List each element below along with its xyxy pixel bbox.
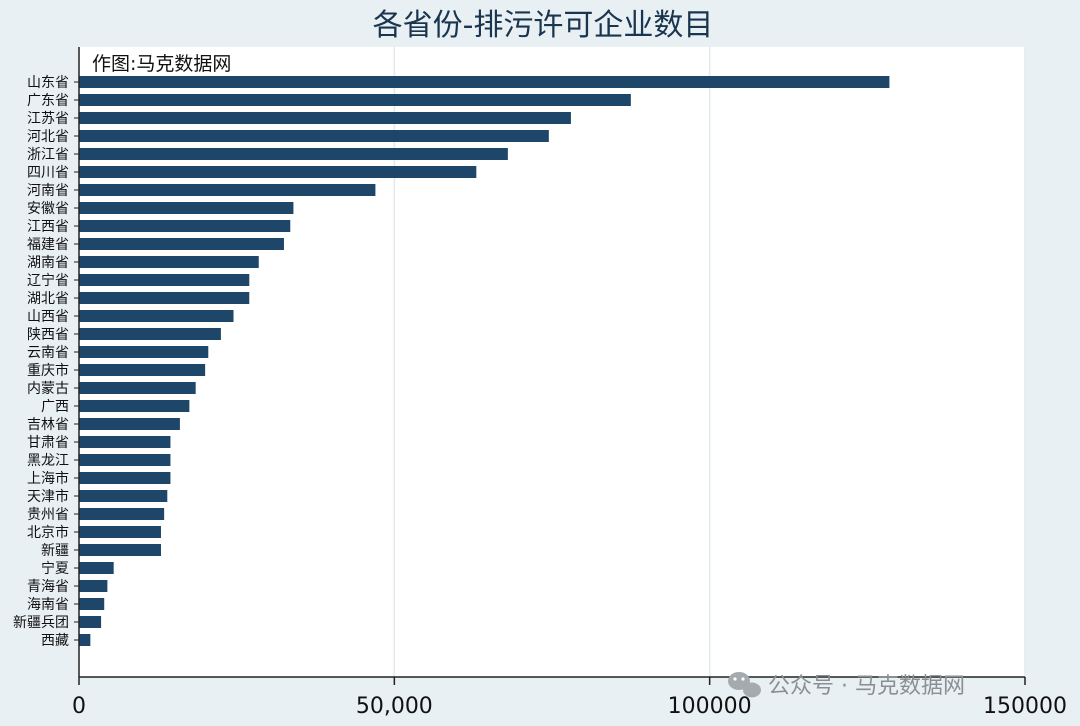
category-label: 山东省 — [27, 75, 69, 91]
bar — [79, 310, 234, 322]
bar — [79, 364, 206, 376]
bar — [79, 616, 102, 628]
bar — [79, 526, 161, 538]
category-label: 山西省 — [27, 309, 69, 325]
bar — [79, 436, 171, 448]
bar — [79, 346, 209, 358]
bar — [79, 130, 549, 142]
category-label: 海南省 — [27, 597, 69, 613]
category-label: 青海省 — [27, 579, 69, 595]
bar — [79, 94, 631, 106]
bar — [79, 454, 171, 466]
bar — [79, 184, 376, 196]
bar — [79, 544, 161, 556]
bar — [79, 418, 180, 430]
category-label: 河南省 — [27, 183, 69, 199]
category-label: 浙江省 — [27, 147, 69, 163]
category-label: 重庆市 — [27, 362, 69, 379]
category-label: 新疆兵团 — [13, 615, 69, 631]
credit-annotation: 作图:马克数据网 — [92, 53, 231, 75]
category-label: 安徽省 — [27, 201, 69, 217]
wechat-icon — [728, 672, 761, 698]
category-label: 宁夏 — [41, 560, 69, 577]
bar — [79, 148, 508, 160]
bar — [79, 634, 91, 646]
bar — [79, 598, 105, 610]
category-label: 广东省 — [27, 93, 69, 109]
bar — [79, 580, 108, 592]
x-tick-label: 150000 — [983, 694, 1067, 719]
bar — [79, 472, 171, 484]
category-label: 天津市 — [27, 488, 69, 505]
bar — [79, 166, 477, 178]
category-label: 福建省 — [27, 237, 69, 253]
category-label: 新疆 — [41, 543, 69, 559]
category-label: 黑龙江 — [27, 453, 69, 469]
category-label: 云南省 — [27, 345, 69, 361]
chart-title: 各省份-排污许可企业数目 — [373, 8, 714, 43]
bar — [79, 382, 196, 394]
bar — [79, 292, 250, 304]
bar — [79, 274, 250, 286]
category-label: 北京市 — [27, 524, 69, 541]
category-label: 四川省 — [27, 165, 69, 181]
category-label: 陕西省 — [27, 327, 69, 343]
category-label: 湖南省 — [27, 255, 69, 271]
category-label: 广西 — [41, 399, 69, 415]
bar — [79, 220, 291, 232]
bar — [79, 328, 221, 340]
bar — [79, 400, 190, 412]
category-label: 上海市 — [27, 470, 69, 487]
category-label: 湖北省 — [27, 291, 69, 307]
category-labels: 山东省广东省江苏省河北省浙江省四川省河南省安徽省江西省福建省湖南省辽宁省湖北省山… — [13, 75, 79, 649]
bar — [79, 562, 114, 574]
bar — [79, 508, 165, 520]
bar — [79, 76, 890, 88]
watermark-text: 公众号 · 马克数据网 — [768, 674, 965, 699]
category-label: 吉林省 — [27, 417, 69, 433]
category-label: 西藏 — [41, 633, 69, 649]
category-label: 内蒙古 — [27, 381, 69, 397]
bar — [79, 256, 259, 268]
category-label: 贵州省 — [27, 507, 69, 523]
bars — [79, 76, 890, 646]
bar — [79, 238, 284, 250]
category-label: 河北省 — [27, 129, 69, 145]
category-label: 甘肃省 — [27, 435, 69, 451]
x-axis-ticks: 0 50,000 100000 150000 — [72, 677, 1067, 719]
bar — [79, 112, 571, 124]
category-label: 江西省 — [27, 219, 69, 235]
x-tick-label: 50,000 — [356, 694, 433, 719]
watermark: 公众号 · 马克数据网 — [728, 672, 965, 699]
x-tick-label: 0 — [72, 694, 86, 719]
bar — [79, 202, 294, 214]
category-label: 江苏省 — [27, 111, 69, 127]
category-label: 辽宁省 — [27, 272, 69, 289]
x-tick-label: 100000 — [668, 694, 752, 719]
bar — [79, 490, 168, 502]
